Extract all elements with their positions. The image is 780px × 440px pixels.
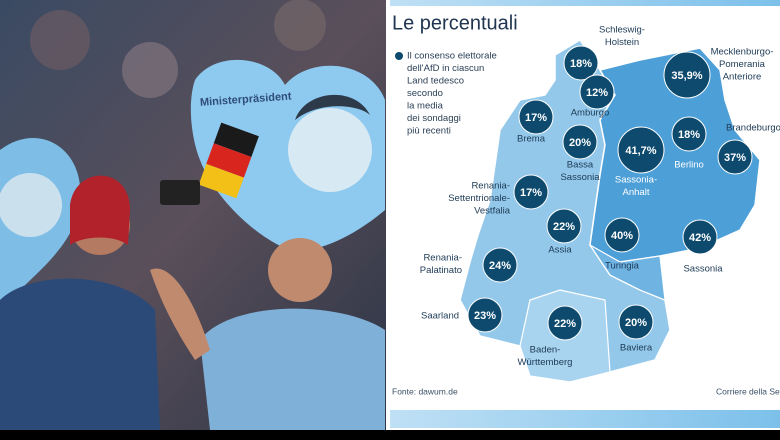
region-value-circle xyxy=(663,51,711,99)
region-value-circle xyxy=(546,208,582,244)
legend-dot xyxy=(395,52,403,60)
region-name: Anhalt xyxy=(623,187,650,198)
region-value-circle xyxy=(604,217,640,253)
region-value-circle xyxy=(717,139,753,175)
region-value-label: 18% xyxy=(678,129,700,141)
region-value-label: 35,9% xyxy=(671,70,702,82)
title: Le percentuali xyxy=(392,12,518,34)
region-value-circle xyxy=(513,174,549,210)
region-value-circle xyxy=(562,124,598,160)
region-name: Saarland xyxy=(421,311,459,322)
region-value-circle xyxy=(579,74,615,110)
region-value-label: 20% xyxy=(569,137,591,149)
photo: Ministerpräsident xyxy=(0,0,386,430)
region-value-label: 17% xyxy=(520,187,542,199)
region-value-label: 18% xyxy=(570,58,592,70)
sign-heart xyxy=(190,59,385,251)
region-value-circle xyxy=(682,219,718,255)
region-name: Baden- xyxy=(530,345,561,356)
region-name: Anteriore xyxy=(723,72,762,83)
region-name: Pomerania xyxy=(719,59,766,70)
region-value-circle xyxy=(518,99,554,135)
region-name: Holstein xyxy=(605,37,639,48)
region-value-circle xyxy=(547,305,583,341)
region-name: Sassonia xyxy=(683,264,723,275)
bottom-strip xyxy=(0,430,780,440)
region-value-circle xyxy=(618,304,654,340)
region-name: Schleswig- xyxy=(599,25,645,36)
region-value-circle xyxy=(467,297,503,333)
region-name: Bassa xyxy=(567,160,594,171)
region-value-label: 41,7% xyxy=(625,145,656,157)
legend-line: dei sondaggi xyxy=(407,113,461,124)
legend-line: secondo xyxy=(407,88,443,99)
region-name: Settentrionale- xyxy=(448,193,510,204)
region-value-label: 40% xyxy=(611,230,633,242)
region-name: Mecklenburgo- xyxy=(711,47,774,58)
region-value-label: 24% xyxy=(489,260,511,272)
region-value-label: 12% xyxy=(586,87,608,99)
region-name: Amburgo xyxy=(571,108,610,119)
region-name: Brema xyxy=(517,134,546,145)
region-value-label: 23% xyxy=(474,310,496,322)
region-value-label: 42% xyxy=(689,232,711,244)
legend-line: Il consenso elettorale xyxy=(407,51,497,62)
legend-line: Land tedesco xyxy=(407,76,464,87)
region-name: Palatinato xyxy=(420,265,462,276)
region-value-label: 22% xyxy=(553,221,575,233)
region-value-label: 22% xyxy=(554,318,576,330)
region-name: Turingia xyxy=(605,261,640,272)
credit: Corriere della Sera xyxy=(716,386,780,396)
germany-east xyxy=(589,47,761,263)
region-value-label: 37% xyxy=(724,152,746,164)
region-name: Assia xyxy=(548,245,572,256)
region-value-circle xyxy=(671,116,707,152)
region-value-label: 17% xyxy=(525,112,547,124)
region-name: Berlino xyxy=(674,160,704,171)
legend-line: dell'AfD in ciascun xyxy=(407,63,484,74)
region-name: Renania- xyxy=(471,181,510,192)
legend-line: più recenti xyxy=(407,126,451,137)
region-name: Brandeburgo xyxy=(726,123,780,134)
region-name: Vestfalia xyxy=(474,206,511,217)
region-name: Baviera xyxy=(620,343,653,354)
region-value-circle xyxy=(617,126,665,174)
region-name: Sassonia- xyxy=(615,175,657,186)
region-value-circle xyxy=(482,247,518,283)
legend-line: la media xyxy=(407,101,444,112)
region-value-circle xyxy=(563,45,599,81)
region-value-label: 20% xyxy=(625,317,647,329)
region-name: Württemberg xyxy=(518,357,573,368)
region-name: Renania- xyxy=(423,253,462,264)
region-name: Sassonia xyxy=(560,172,600,183)
source: Fonte: dawum.de xyxy=(392,386,458,396)
